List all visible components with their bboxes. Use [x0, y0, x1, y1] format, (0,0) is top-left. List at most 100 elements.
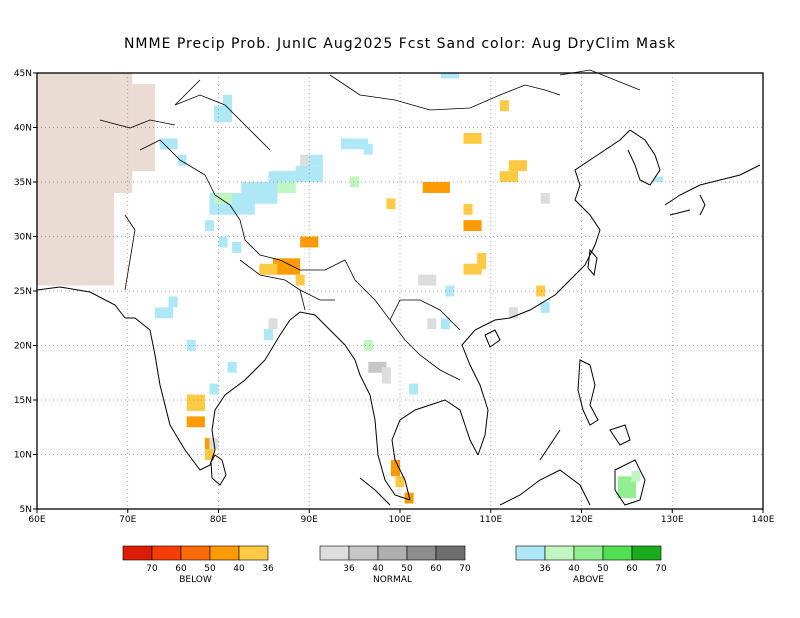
legend-swatch-normal — [435, 545, 466, 561]
forecast-cell-above — [241, 182, 278, 204]
forecast-cell-normal — [508, 307, 518, 319]
legend-value-label: 50 — [597, 564, 609, 574]
forecast-cell-below — [508, 160, 528, 172]
forecast-cell-above — [440, 318, 450, 330]
forecast-cell-below — [390, 459, 400, 477]
lat-tick-label: 30N — [14, 233, 32, 243]
forecast-cells — [154, 73, 664, 504]
legend-swatch-below — [180, 545, 211, 561]
legend-value-label: 36 — [262, 564, 274, 574]
lat-tick-label: 15N — [14, 396, 32, 406]
lon-tick-label: 60E — [28, 515, 45, 525]
legend-group-name: NORMAL — [373, 575, 412, 585]
forecast-cell-above — [154, 307, 174, 319]
forecast-cell-above — [409, 383, 419, 395]
dry-mask-region — [64, 236, 83, 281]
legend-value-label: 36 — [539, 564, 551, 574]
legend-swatch-normal — [406, 545, 437, 561]
forecast-cell-above — [218, 236, 228, 248]
forecast-cell-normal — [540, 192, 550, 204]
forecast-cell-below — [295, 274, 305, 286]
forecast-cell-above — [631, 470, 641, 482]
lon-tick-label: 120E — [570, 515, 593, 525]
lat-tick-label: 40N — [14, 124, 32, 134]
forecast-cell-above — [304, 154, 323, 166]
forecast-cell-below — [499, 171, 518, 182]
forecast-cell-normal — [300, 154, 310, 166]
lat-tick-label: 10N — [14, 451, 32, 461]
lon-tick-label: 100E — [389, 515, 412, 525]
forecast-cell-above — [168, 296, 178, 308]
forecast-cell-below — [186, 394, 205, 411]
legend-swatch-below — [151, 545, 182, 561]
forecast-cell-above — [209, 383, 219, 395]
forecast-cell-below — [499, 100, 509, 112]
forecast-cell-above — [213, 105, 233, 123]
legend-swatch-normal — [377, 545, 408, 561]
lat-tick-label: 25N — [14, 287, 32, 297]
legend-group-name: ABOVE — [573, 575, 604, 585]
forecast-cell-below — [259, 263, 278, 275]
legend-swatch-above — [573, 545, 604, 561]
forecast-cell-above — [654, 176, 664, 182]
legend-swatch-below — [238, 545, 269, 561]
lat-tick-label: 5N — [20, 505, 32, 515]
forecast-cell-above — [440, 73, 459, 79]
legend-value-label: 50 — [401, 564, 413, 574]
legend: 70 60 50 40 36 BELOW 36 40 50 60 70 NORMAL 36 40 50 60 7… — [122, 545, 667, 585]
legend-value-label: 60 — [430, 564, 442, 574]
dry-mask-region — [132, 83, 155, 172]
forecast-cell-above — [363, 143, 373, 155]
forecast-cell-above — [341, 138, 369, 150]
gridlines — [37, 73, 763, 509]
lon-tick-label: 90E — [301, 515, 318, 525]
forecast-cell-above — [213, 192, 233, 204]
map-title: NMME Precip Prob. JunIC Aug2025 Fcst San… — [123, 36, 677, 52]
lat-tick-label: 20N — [14, 342, 32, 352]
forecast-cell-above — [159, 138, 178, 150]
forecast-cell-normal — [368, 361, 387, 373]
forecast-cell-above — [263, 329, 273, 341]
forecast-cell-normal — [427, 318, 437, 330]
lat-tick-label: 45N — [14, 69, 32, 79]
forecast-cell-above — [223, 94, 233, 106]
forecast-cell-above — [350, 176, 360, 188]
lon-tick-label: 70E — [119, 515, 136, 525]
legend-group-name: BELOW — [179, 575, 212, 585]
legend-value-label: 36 — [343, 564, 355, 574]
legend-swatch-above — [515, 545, 546, 561]
forecast-cell-above — [540, 301, 550, 313]
political-borders — [99, 69, 641, 381]
forecast-cell-below — [463, 132, 482, 144]
forecast-cell-below — [463, 203, 473, 215]
lon-tick-label: 110E — [479, 515, 502, 525]
lon-tick-label: 140E — [752, 515, 775, 525]
legend-swatch-above — [544, 545, 575, 561]
lon-tick-label: 130E — [661, 515, 684, 525]
legend-swatch-below — [209, 545, 240, 561]
legend-value-label: 70 — [146, 564, 158, 574]
forecast-cell-below — [272, 258, 301, 275]
axis-ticks: 60E 70E 80E 90E 100E 110E 120E 130E 140E 5N 10N 15N… — [14, 69, 775, 525]
forecast-cell-below — [477, 252, 487, 270]
forecast-cell-below — [386, 198, 396, 210]
coastlines — [36, 129, 761, 506]
legend-swatch-above — [602, 545, 633, 561]
forecast-cell-below — [204, 438, 214, 450]
lat-tick-label: 35N — [14, 178, 32, 188]
forecast-cell-above — [177, 154, 187, 166]
forecast-cell-above — [227, 361, 237, 373]
legend-value-label: 60 — [626, 564, 638, 574]
forecast-cell-normal — [381, 367, 391, 384]
legend-value-label: 40 — [568, 564, 580, 574]
legend-value-label: 70 — [655, 564, 667, 574]
forecast-cell-above — [277, 182, 296, 193]
legend-value-label: 60 — [175, 564, 187, 574]
forecast-cell-below — [422, 182, 450, 193]
forecast-cell-below — [536, 285, 546, 297]
legend-value-label: 50 — [204, 564, 216, 574]
legend-swatch-below — [122, 545, 153, 561]
forecast-cell-above — [204, 220, 214, 232]
forecast-cell-above — [363, 340, 373, 351]
